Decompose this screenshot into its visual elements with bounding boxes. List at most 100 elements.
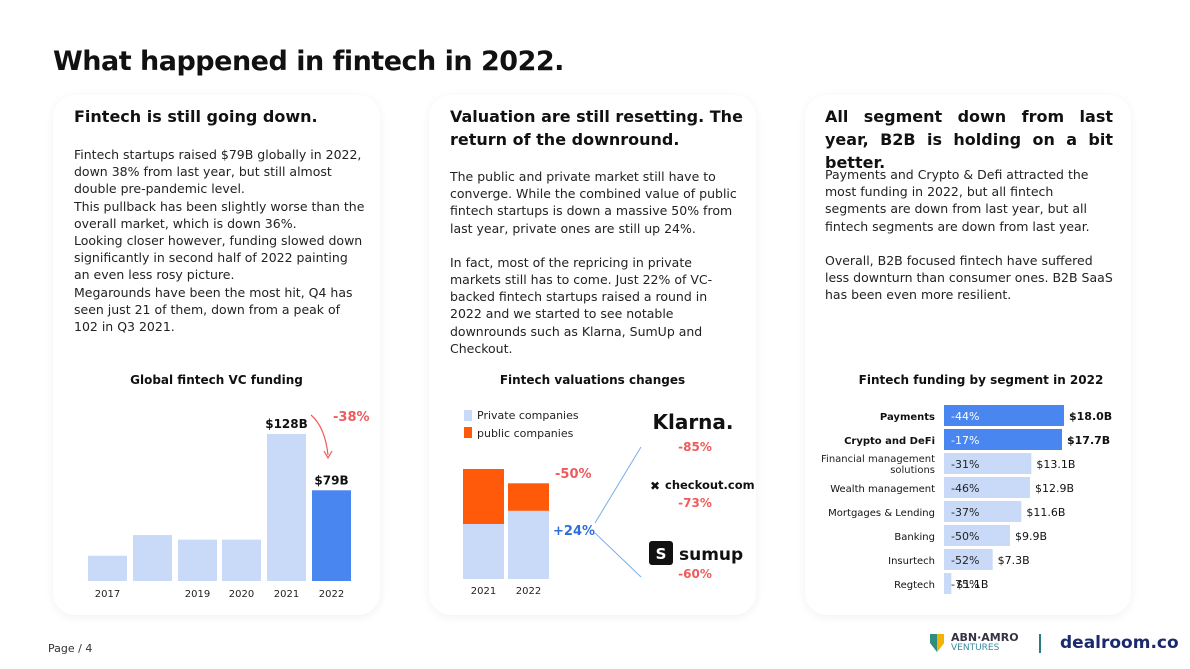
card-paragraph: Megarounds have been the most hit, Q4 ha…: [74, 284, 353, 335]
value-label: $11.6B: [1026, 506, 1065, 519]
category-label: Financial management: [821, 454, 935, 465]
sumup-logo: sumup: [679, 545, 743, 565]
change-label: -50%: [951, 530, 979, 543]
card-paragraph: This pullback has been slightly worse th…: [74, 198, 365, 231]
card-segments: All segment down from last year, B2B is …: [805, 95, 1131, 615]
bar-2019: [178, 539, 217, 581]
card-paragraph: The public and private market still have…: [450, 169, 737, 236]
bar-2017: [88, 555, 127, 581]
change-label: -52%: [951, 554, 979, 567]
private-change-label: +24%: [553, 524, 595, 539]
funding-bar-chart: 2017 2019 2020 2021 $128B 2022 $79B -38%: [88, 410, 370, 600]
value-label: $1.1B: [956, 578, 988, 591]
value-label: $7.3B: [998, 554, 1030, 567]
change-label: -17%: [951, 434, 979, 447]
card-paragraph: Looking closer however, funding slowed d…: [74, 233, 363, 283]
change-label: -37%: [951, 506, 979, 519]
connector-line: [594, 532, 642, 578]
shield-icon: [930, 633, 944, 652]
abn-amro-logo: ABN·AMRO VENTURES: [929, 632, 1019, 653]
bar-2022: [312, 490, 351, 581]
valuations-chart: Private companies public companies 2021 202…: [463, 409, 755, 597]
abn-name: ABN·AMRO: [951, 631, 1019, 644]
segment-bar: [944, 477, 1030, 498]
category-label: solutions: [890, 465, 935, 476]
value-label: $17.7B: [1067, 434, 1110, 447]
sumup-icon: [649, 541, 673, 565]
bar-2021: [267, 434, 306, 581]
card-fintech-funding: Fintech is still going down. Fintech sta…: [53, 95, 380, 615]
x-tick-label: 2021: [471, 586, 496, 597]
value-label: $18.0B: [1069, 410, 1112, 423]
card-paragraph: Fintech startups raised $79B globally in…: [74, 147, 362, 197]
abn-sub: VENTURES: [951, 643, 1000, 653]
legend-label-public: public companies: [477, 427, 574, 440]
x-tick-label: 2019: [185, 589, 210, 600]
public-change-label: -50%: [555, 467, 592, 482]
x-tick-label: 2022: [516, 586, 541, 597]
chart-title: Fintech funding by segment in 2022: [858, 373, 1104, 387]
connector-line: [594, 446, 642, 524]
legend-swatch-public: [464, 427, 472, 438]
card-paragraph: In fact, most of the repricing in privat…: [450, 254, 713, 356]
change-label: -44%: [951, 410, 979, 423]
chart-title: Global fintech VC funding: [130, 373, 303, 387]
bar-2018: [133, 535, 172, 581]
bar-public-2021: [463, 469, 504, 524]
page-number: Page / 4: [48, 642, 93, 655]
checkout-logo: checkout.com: [665, 478, 755, 492]
change-label: -31%: [951, 458, 979, 471]
downround-change: -85%: [678, 440, 712, 454]
segment-bar: [944, 405, 1064, 426]
decline-annotation: -38%: [333, 410, 370, 425]
bar-public-2022: [508, 483, 549, 511]
card-heading: All segment down from last year, B2B is …: [825, 107, 1113, 172]
card-paragraph: Payments and Crypto & Defi attracted the…: [825, 167, 1090, 234]
x-tick-label: 2017: [95, 589, 120, 600]
change-label: -46%: [951, 482, 979, 495]
segment-bar: [944, 501, 1022, 522]
x-tick-label: 2021: [274, 589, 299, 600]
category-label: Wealth management: [830, 484, 935, 495]
x-tick-label: 2022: [319, 589, 344, 600]
category-label: Crypto and DeFi: [844, 436, 935, 447]
downround-change: -60%: [678, 567, 712, 581]
page-title: What happened in fintech in 2022.: [53, 46, 564, 77]
decline-arrow: [310, 414, 329, 456]
legend-label-private: Private companies: [477, 409, 579, 422]
card-body: The public and private market still have…: [450, 168, 740, 357]
card-heading: Valuation are still resetting. The retur…: [450, 107, 743, 149]
change-label: -75%: [951, 578, 979, 591]
category-label: Insurtech: [888, 556, 935, 567]
arrow-head: [323, 450, 333, 460]
bar-private-2022: [508, 510, 549, 579]
downround-change: -73%: [678, 496, 712, 510]
category-label: Payments: [880, 412, 935, 423]
category-label: Banking: [894, 532, 935, 543]
segments-bar-chart: Payments -44% $18.0B Crypto and DeFi -17% $17…: [821, 405, 1112, 594]
card-heading: Fintech is still going down.: [74, 107, 318, 126]
card-paragraph: Overall, B2B focused fintech have suffer…: [825, 252, 1113, 303]
value-label: $9.9B: [1015, 530, 1047, 543]
x-tick-label: 2020: [229, 589, 254, 600]
klarna-logo: Klarna.: [652, 410, 733, 434]
segment-bar: [944, 573, 952, 594]
segment-bar: [944, 525, 1010, 546]
card-body: Fintech startups raised $79B globally in…: [74, 146, 366, 335]
segment-bar: [944, 429, 1062, 450]
category-label: Mortgages & Lending: [828, 508, 935, 519]
card-body: Payments and Crypto & Defi attracted the…: [825, 166, 1117, 303]
legend-swatch-private: [464, 410, 472, 421]
bar-private-2021: [463, 524, 504, 579]
data-label: $128B: [265, 417, 308, 431]
data-label: $79B: [314, 473, 348, 487]
sumup-icon-glyph: S: [656, 545, 667, 563]
card-valuations: Valuation are still resetting. The retur…: [429, 95, 756, 615]
checkout-icon: ✖: [650, 479, 660, 493]
footer-separator: [1039, 634, 1041, 653]
value-label: $13.1B: [1036, 458, 1075, 471]
value-label: $12.9B: [1035, 482, 1074, 495]
chart-title: Fintech valuations changes: [499, 373, 686, 387]
segment-bar: [944, 549, 993, 570]
dealroom-logo: dealroom.co: [1060, 633, 1179, 653]
